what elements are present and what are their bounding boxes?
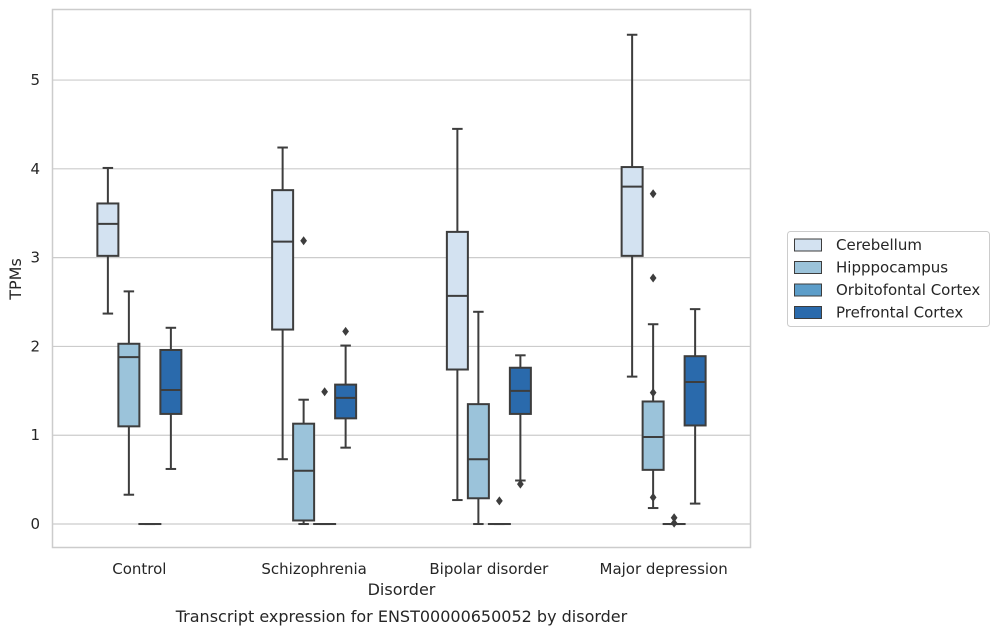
box-3 (445, 127, 469, 502)
box-body (271, 189, 295, 331)
box-body (292, 422, 316, 522)
box-4 (620, 33, 644, 378)
legend-label: Cerebellum (836, 236, 922, 254)
y-tick-label: 1 (30, 426, 40, 444)
series-orbitofontal-cortex (138, 387, 686, 528)
x-axis-ticks: Control Schizophrenia Bipolar disorder Majo… (112, 560, 727, 578)
legend: Cerebellum Hipppocampus Orbitofontal Corte… (787, 231, 990, 327)
x-tick-label: Bipolar disorder (429, 560, 549, 578)
box-body (96, 202, 120, 257)
outlier-point (342, 326, 349, 336)
outlier-point (649, 492, 657, 502)
box-2 (313, 387, 337, 526)
x-tick-label: Major depression (600, 560, 728, 578)
y-tick-label: 4 (30, 160, 40, 178)
outlier-point (321, 387, 328, 397)
y-tick-label: 3 (30, 249, 40, 267)
box-body (683, 355, 707, 427)
y-axis-title: TPMs (6, 258, 25, 301)
outlier-point (496, 496, 503, 506)
box-4 (683, 308, 707, 505)
outlier-point (649, 388, 657, 398)
series-cerebellum (96, 33, 644, 502)
legend-swatch (794, 283, 822, 297)
box-3 (487, 496, 511, 526)
chart-caption: Transcript expression for ENST0000065005… (175, 607, 628, 626)
x-tick-label: Schizophrenia (261, 560, 366, 578)
box-series (96, 33, 707, 528)
box-1 (96, 166, 120, 315)
outlier-point (649, 189, 657, 199)
outlier-point (300, 236, 307, 246)
box-3 (466, 310, 490, 526)
y-tick-label: 5 (30, 71, 40, 89)
legend-frame (787, 231, 990, 327)
y-tick-label: 2 (30, 337, 40, 355)
box-body (445, 230, 469, 371)
outlier-point (670, 518, 678, 528)
x-tick-label: Control (112, 560, 166, 578)
box-2 (292, 236, 316, 526)
box-body (641, 400, 665, 471)
legend-swatch (794, 238, 822, 252)
box-4 (641, 189, 665, 510)
series-hipppocampus (117, 189, 665, 526)
box-4 (662, 513, 686, 528)
y-tick-label: 0 (30, 515, 40, 533)
box-2 (334, 326, 358, 449)
box-body (159, 348, 183, 415)
box-1 (117, 290, 141, 496)
box-1 (159, 326, 183, 470)
outlier-point (517, 479, 524, 489)
box-body (117, 342, 141, 428)
box-body (334, 383, 358, 420)
legend-swatch (794, 261, 822, 274)
x-axis-title: Disorder (368, 580, 436, 599)
legend-label: Hipppocampus (836, 259, 948, 277)
box-body (620, 166, 644, 257)
box-2 (271, 146, 295, 461)
outlier-point (649, 273, 657, 283)
plot-frame (51, 8, 752, 549)
grid-lines (52, 79, 751, 525)
box-3 (508, 354, 532, 489)
y-axis-ticks: 0 1 2 3 4 5 (30, 71, 40, 533)
series-prefrontal-cortex (159, 308, 707, 505)
legend-label: Prefrontal Cortex (836, 304, 963, 322)
box-body (466, 403, 490, 500)
outlier-point (670, 513, 678, 523)
legend-label: Orbitofontal Cortex (836, 281, 980, 299)
legend-swatch (794, 306, 822, 319)
